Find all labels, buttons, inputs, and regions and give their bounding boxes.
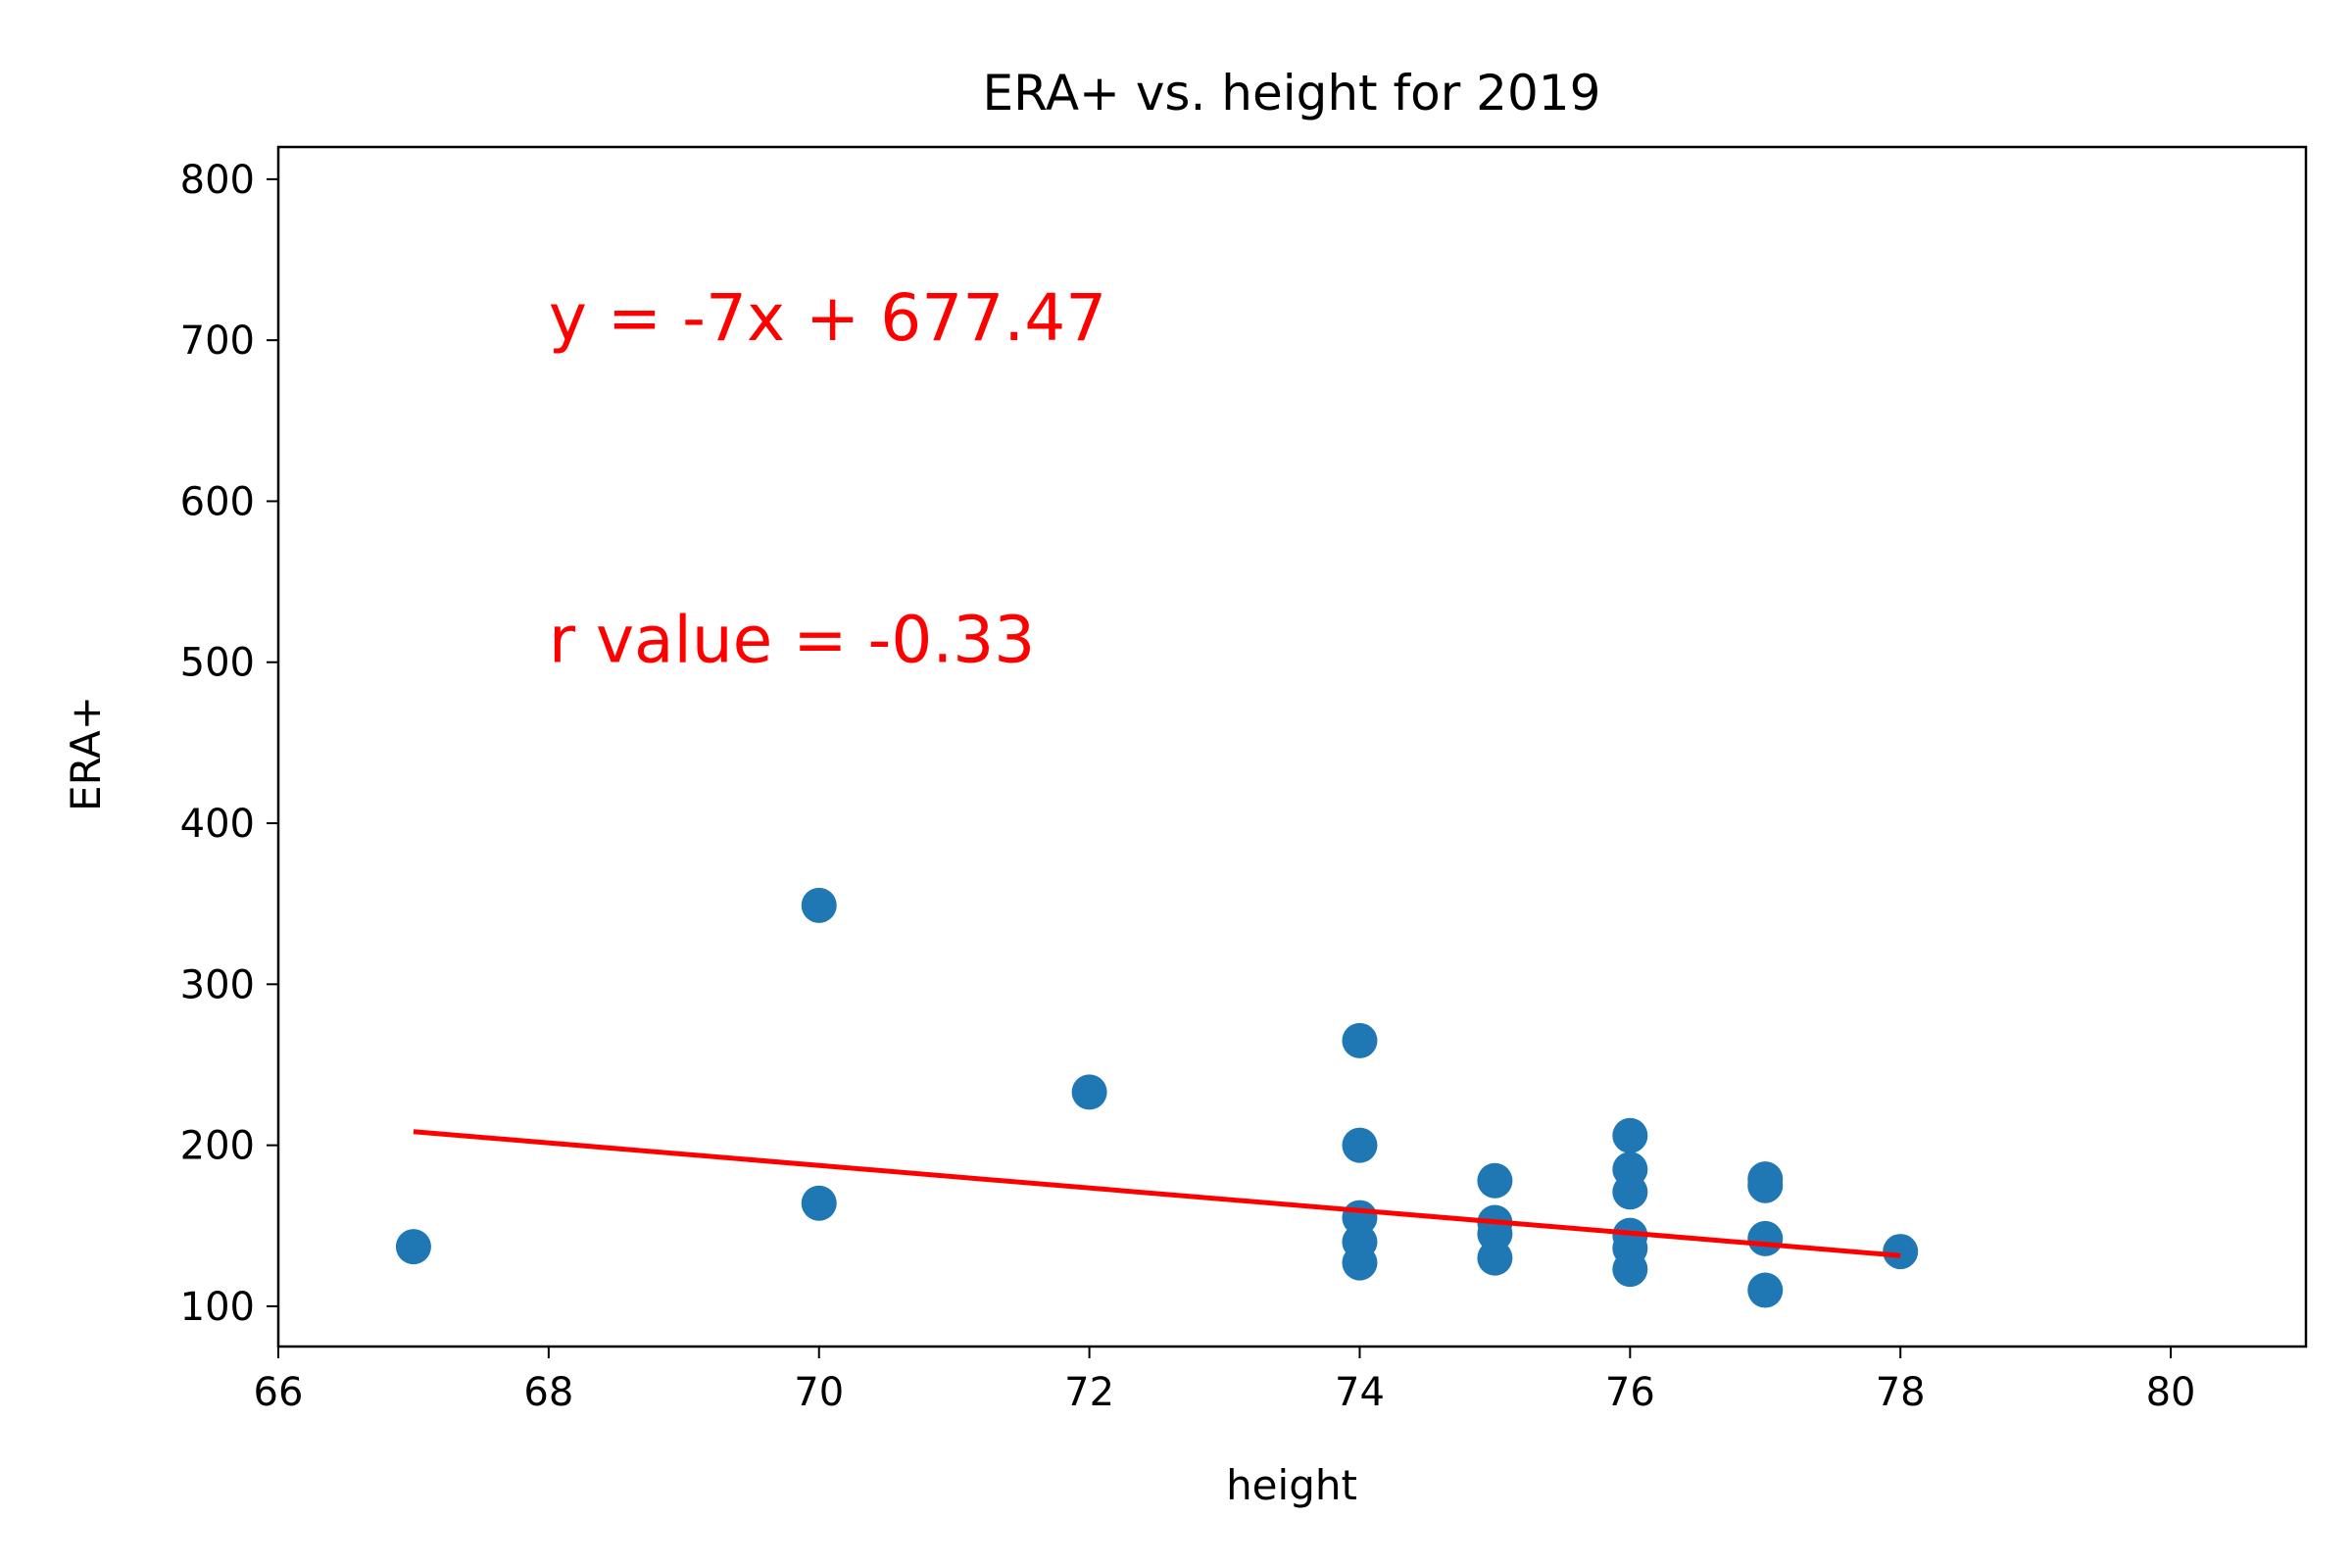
scatter-point — [801, 887, 837, 923]
scatter-point — [1883, 1234, 1919, 1270]
y-tick-label: 600 — [180, 479, 255, 524]
x-tick-label: 78 — [1876, 1370, 1926, 1415]
scatter-point — [1477, 1240, 1513, 1276]
plot-frame — [276, 145, 2308, 1348]
scatter-point — [1612, 1174, 1648, 1210]
x-tick-label: 80 — [2146, 1370, 2196, 1415]
scatter-point — [801, 1185, 837, 1221]
regression-equation-annotation: y = -7x + 677.47 — [549, 280, 1106, 356]
x-tick-label: 76 — [1605, 1370, 1655, 1415]
scatter-point — [1612, 1117, 1648, 1153]
x-tick-label: 68 — [523, 1370, 573, 1415]
x-tick-label: 70 — [794, 1370, 844, 1415]
scatter-point — [1071, 1074, 1107, 1110]
y-tick-label: 800 — [180, 158, 255, 203]
y-tick-label: 200 — [180, 1124, 255, 1169]
scatter-point — [1342, 1022, 1378, 1058]
x-axis-title: height — [1226, 1461, 1357, 1509]
plot-area: 66 68 70 72 74 76 78 80 100 200 300 400 500 600 700 800… — [180, 145, 2308, 1415]
y-tick-label: 400 — [180, 802, 255, 847]
chart-title: ERA+ vs. height for 2019 — [983, 65, 1601, 122]
scatter-point — [1342, 1127, 1378, 1163]
y-axis-title: ERA+ — [62, 696, 110, 811]
y-tick-label: 500 — [180, 641, 255, 686]
scatter-point — [1747, 1167, 1784, 1203]
y-tick-label: 300 — [180, 962, 255, 1007]
scatter-point — [1747, 1272, 1784, 1308]
r-value-annotation: r value = -0.33 — [549, 603, 1035, 678]
scatter-point — [1477, 1215, 1513, 1251]
y-tick-label: 100 — [180, 1285, 255, 1330]
y-tick-label: 700 — [180, 318, 255, 364]
scatter-point — [1342, 1245, 1378, 1281]
regression-line — [413, 1129, 1901, 1258]
scatter-point — [1477, 1162, 1513, 1199]
x-tick-label: 74 — [1335, 1370, 1385, 1415]
x-tick-label: 66 — [254, 1370, 304, 1415]
scatter-point — [1747, 1220, 1784, 1256]
scatter-point — [1612, 1251, 1648, 1288]
x-tick-label: 72 — [1064, 1370, 1114, 1415]
scatter-point — [395, 1229, 431, 1265]
